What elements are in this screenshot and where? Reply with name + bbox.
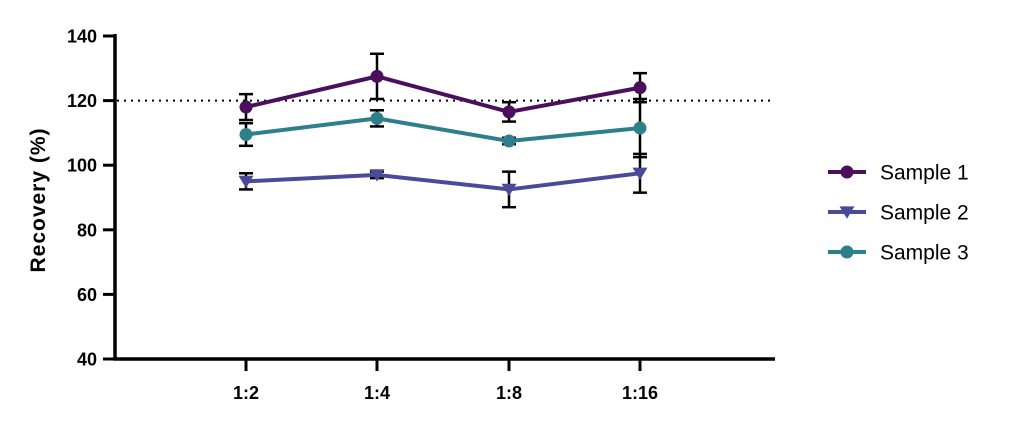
x-tick-label: 1:4 [364, 383, 390, 403]
y-tick-label: 80 [77, 220, 97, 240]
y-tick-label: 140 [67, 27, 97, 47]
legend-item: Sample 1 [828, 162, 969, 185]
data-point [633, 81, 647, 95]
x-tick-label: 1:2 [233, 383, 259, 403]
series-layer [238, 52, 648, 209]
legend-label: Sample 3 [880, 242, 969, 265]
x-tick-label: 1:16 [622, 383, 658, 403]
series-line [245, 171, 641, 192]
y-tick-label: 60 [77, 285, 97, 305]
y-axis-title: Recovery (%) [27, 127, 50, 272]
data-point [632, 167, 648, 181]
legend-swatch-marker [839, 206, 855, 219]
legend-swatch-marker [840, 165, 854, 179]
legend-label: Sample 1 [880, 162, 969, 185]
series-line [245, 116, 641, 143]
x-tick-label: 1:8 [496, 383, 522, 403]
data-point [369, 169, 385, 182]
legend-label: Sample 2 [880, 202, 969, 225]
data-point [633, 121, 647, 135]
data-point [502, 134, 516, 148]
series-1 [239, 52, 647, 123]
legend: Sample 1 Sample 2 Sample 3 [828, 162, 969, 265]
data-point [370, 111, 384, 125]
legend-item: Sample 2 [828, 202, 969, 225]
data-point [502, 105, 516, 119]
data-point [239, 128, 253, 142]
series-2 [238, 152, 648, 209]
legend-swatch-marker [840, 245, 854, 259]
data-point [370, 69, 384, 83]
series-3 [239, 97, 647, 159]
data-point [239, 100, 253, 114]
legend-item: Sample 3 [828, 242, 969, 265]
y-tick-label: 120 [67, 91, 97, 111]
y-tick-label: 40 [77, 350, 97, 370]
data-point [501, 183, 517, 197]
data-point [238, 175, 254, 189]
y-tick-label: 100 [67, 156, 97, 176]
series-line [245, 74, 641, 114]
axes: 40 60 80 100 120 140 1:2 1:4 1:8 1:16 [67, 27, 775, 403]
